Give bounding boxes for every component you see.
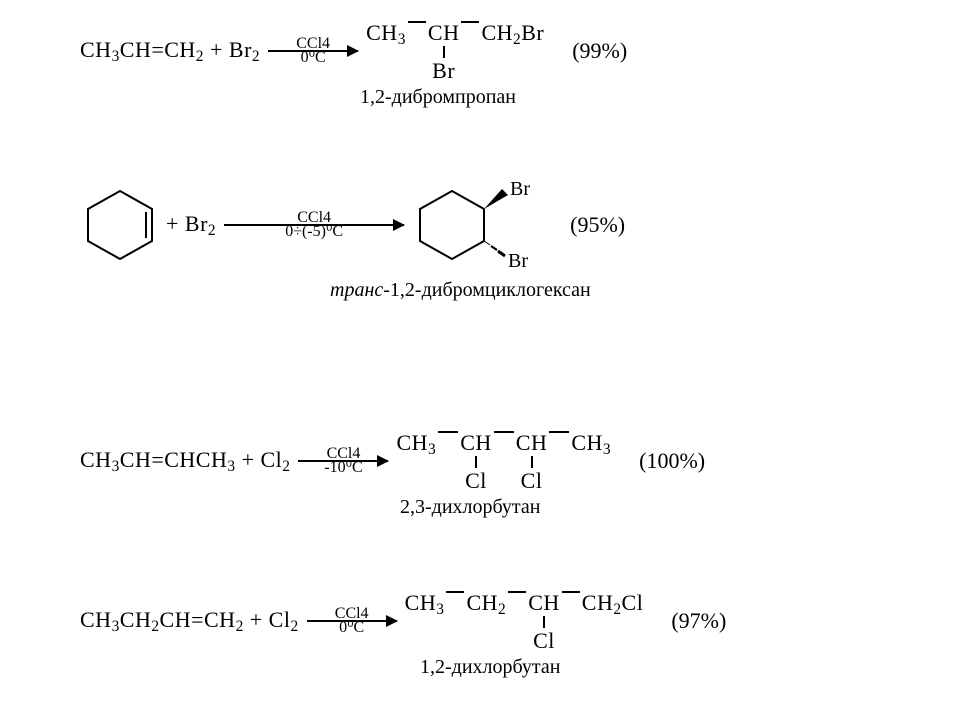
rxn2-yield: (95%) [570,212,625,238]
rxn3-arrow-below: -10⁰C [324,460,362,476]
rxn1-reagent: CH3CH=CH2 + Br2 [80,37,260,66]
rxn1-arrow: CCl4 0⁰C [268,36,358,66]
rxn3-yield: (100%) [639,448,705,474]
cyclohexene-icon [80,185,160,265]
reaction-3: CH3CH=CHCH3 + Cl2 CCl4 -10⁰C CH3CHClCHCl… [80,430,916,519]
rxn4-arrow: CCl4 0⁰C [307,606,397,636]
rxn4-product: CH3CH2CHClCH2Cl [405,590,644,652]
reaction-1: CH3CH=CH2 + Br2 CCl4 0⁰C CH3CHBrCH2Br (9… [80,20,916,109]
rxn2-plus: + Br2 [160,211,216,240]
rxn1-yield: (99%) [572,38,627,64]
rxn3-reagent: CH3CH=CHCH3 + Cl2 [80,447,290,476]
rxn2-product: Br Br [412,175,542,275]
svg-text:Br: Br [508,250,528,272]
rxn2-name: транс-1,2-дибромциклогексан [330,279,916,302]
rxn1-product: CH3CHBrCH2Br [366,20,544,82]
rxn4-yield: (97%) [671,608,726,634]
rxn4-arrow-below: 0⁰C [339,620,364,636]
rxn3-name: 2,3-дихлорбутан [400,496,916,519]
rxn4-reagent: CH3CH2CH=CH2 + Cl2 [80,607,299,636]
rxn1-arrow-below: 0⁰C [301,50,326,66]
rxn2-arrow: CCl4 0÷(-5)⁰C [224,210,404,240]
rxn2-arrow-below: 0÷(-5)⁰C [285,224,343,240]
rxn3-product: CH3CHClCHClCH3 [396,430,611,492]
rxn3-arrow: CCl4 -10⁰C [298,446,388,476]
rxn4-name: 1,2-дихлорбутан [420,656,916,679]
svg-text:Br: Br [510,178,530,200]
rxn1-name: 1,2-дибромпропан [360,86,916,109]
reaction-4: CH3CH2CH=CH2 + Cl2 CCl4 0⁰C CH3CH2CHClCH… [80,590,916,679]
reaction-2: + Br2 CCl4 0÷(-5)⁰C Br Br (95%) транс-1,… [80,175,916,302]
